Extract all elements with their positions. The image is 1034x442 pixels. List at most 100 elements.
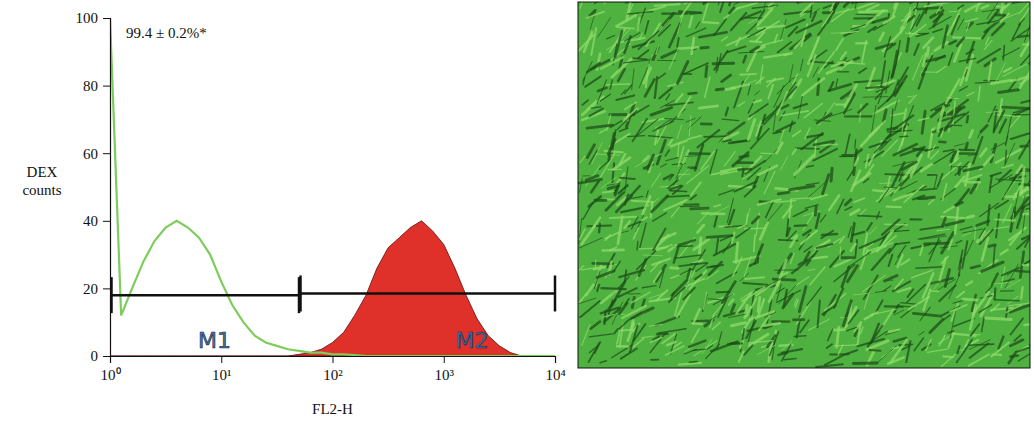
- micrograph-texture: [827, 344, 832, 348]
- micrograph-texture: [665, 150, 669, 156]
- micrograph-texture: [683, 288, 694, 300]
- micrograph-texture: [713, 303, 723, 316]
- micrograph-texture: [809, 35, 819, 61]
- micrograph-texture: [1010, 233, 1020, 245]
- micrograph-texture: [606, 83, 629, 85]
- micrograph-texture: [869, 227, 876, 234]
- micrograph-texture: [811, 195, 827, 200]
- micrograph-texture: [895, 279, 903, 288]
- micrograph-texture: [795, 156, 814, 175]
- micrograph-texture: [699, 32, 726, 37]
- micrograph-texture: [922, 56, 932, 76]
- micrograph-texture: [630, 325, 638, 352]
- micrograph-texture: [993, 246, 995, 267]
- micrograph-texture: [935, 55, 944, 60]
- micrograph-texture: [731, 13, 746, 30]
- micrograph-texture: [858, 216, 882, 217]
- micrograph-texture: [582, 226, 595, 244]
- x-tick: 10⁰: [101, 356, 121, 383]
- micrograph-texture: [745, 186, 756, 196]
- micrograph-texture: [1004, 68, 1011, 72]
- micrograph-texture: [938, 174, 943, 187]
- micrograph-texture: [884, 37, 890, 57]
- micrograph-texture: [679, 263, 707, 266]
- micrograph-texture: [632, 58, 647, 59]
- micrograph-texture: [813, 149, 837, 161]
- micrograph-texture: [624, 60, 652, 63]
- micrograph-texture: [909, 297, 929, 309]
- micrograph-texture: [714, 205, 720, 207]
- micrograph-texture: [823, 175, 829, 194]
- micrograph-texture: [722, 282, 735, 303]
- micrograph-texture: [663, 13, 674, 25]
- micrograph-texture: [978, 86, 980, 101]
- micrograph-texture: [800, 320, 809, 332]
- micrograph-texture: [587, 63, 599, 72]
- micrograph-texture: [595, 260, 597, 268]
- micrograph-texture: [910, 15, 919, 32]
- micrograph-texture: [975, 82, 989, 84]
- micrograph-texture: [845, 134, 849, 153]
- micrograph-texture: [667, 342, 675, 345]
- micrograph-texture: [843, 154, 855, 157]
- micrograph-texture: [959, 258, 962, 275]
- micrograph-texture: [902, 126, 904, 133]
- micrograph-texture: [742, 287, 765, 301]
- micrograph-texture: [965, 18, 978, 21]
- micrograph-texture: [650, 332, 666, 352]
- micrograph-texture: [889, 255, 893, 266]
- micrograph-texture: [758, 199, 781, 205]
- micrograph-texture: [967, 23, 970, 31]
- micrograph-texture: [960, 152, 976, 155]
- micrograph-texture: [949, 11, 956, 13]
- micrograph-texture: [927, 47, 928, 56]
- micrograph-texture: [1021, 36, 1030, 55]
- micrograph-texture: [675, 255, 701, 258]
- micrograph-texture: [579, 266, 584, 270]
- micrograph-texture: [768, 6, 776, 9]
- micrograph-texture: [888, 357, 904, 363]
- micrograph-texture: [631, 186, 640, 196]
- micrograph-texture: [673, 177, 678, 186]
- micrograph-texture: [863, 96, 888, 98]
- micrograph-texture: [654, 270, 662, 282]
- micrograph-texture: [699, 238, 701, 254]
- micrograph-texture: [779, 285, 796, 304]
- micrograph-texture: [754, 235, 755, 251]
- micrograph-texture: [679, 363, 701, 365]
- micrograph-texture: [764, 150, 777, 163]
- micrograph-texture: [908, 96, 914, 98]
- micrograph-texture: [743, 74, 750, 84]
- micrograph-texture: [988, 62, 991, 83]
- micrograph-texture: [688, 92, 696, 95]
- micrograph-texture: [848, 227, 851, 237]
- micrograph-texture: [877, 231, 893, 252]
- micrograph-texture: [618, 69, 624, 81]
- micrograph-texture: [970, 305, 976, 329]
- micrograph-texture: [758, 166, 776, 175]
- micrograph-texture: [714, 244, 735, 255]
- micrograph-texture: [921, 164, 931, 171]
- micrograph-texture: [732, 232, 735, 243]
- micrograph-texture: [933, 29, 943, 32]
- micrograph-texture: [1003, 204, 1012, 223]
- micrograph-texture: [1019, 140, 1030, 159]
- micrograph-texture: [1024, 212, 1030, 215]
- micrograph-texture: [739, 351, 744, 361]
- micrograph-texture: [919, 189, 937, 190]
- micrograph-texture: [589, 196, 601, 206]
- y-tick-label: 80: [83, 78, 98, 94]
- micrograph-texture: [758, 297, 760, 311]
- micrograph-texture: [759, 10, 765, 19]
- micrograph-texture: [595, 342, 601, 353]
- micrograph-texture: [991, 143, 1004, 149]
- micrograph-texture: [842, 256, 854, 259]
- micrograph-texture: [706, 271, 719, 280]
- micrograph-texture: [729, 314, 747, 318]
- micrograph-texture: [656, 265, 665, 281]
- micrograph-texture: [752, 217, 758, 223]
- micrograph-texture: [719, 190, 734, 195]
- micrograph-texture: [900, 136, 908, 138]
- micrograph-texture: [666, 94, 670, 100]
- micrograph-texture: [679, 240, 695, 245]
